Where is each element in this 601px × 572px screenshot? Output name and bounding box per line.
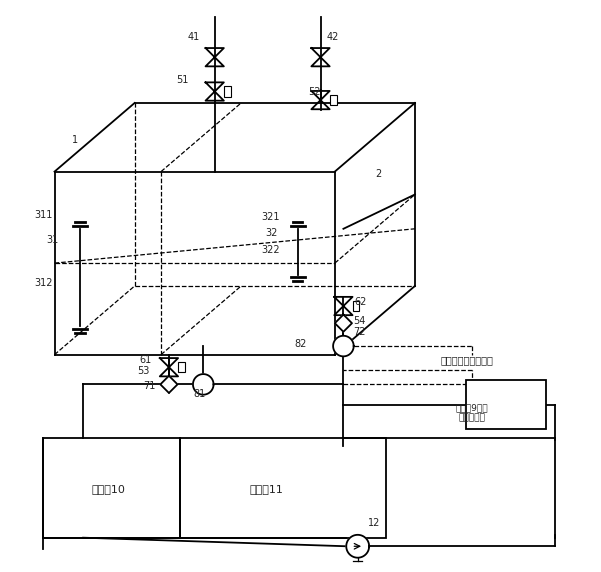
Text: 54: 54: [353, 316, 365, 327]
Text: 42: 42: [326, 32, 338, 42]
Text: 52: 52: [308, 86, 320, 97]
Text: 312: 312: [34, 278, 53, 288]
Text: 32: 32: [265, 228, 278, 238]
Bar: [43, 438, 386, 538]
Text: 72: 72: [353, 327, 365, 337]
Text: 净液箱10: 净液箱10: [92, 484, 126, 494]
Text: 31: 31: [46, 235, 58, 245]
Text: 41: 41: [188, 32, 200, 42]
Bar: [330, 95, 337, 105]
Polygon shape: [160, 376, 177, 393]
Polygon shape: [193, 374, 213, 395]
Text: 322: 322: [261, 245, 280, 255]
Polygon shape: [333, 336, 354, 356]
Text: 污液箱11: 污液箱11: [249, 484, 283, 494]
Bar: [353, 301, 359, 311]
Text: 过滤机9（平
床或板式）: 过滤机9（平 床或板式）: [456, 403, 489, 423]
Text: 51: 51: [176, 75, 188, 85]
Bar: [178, 362, 185, 372]
Text: 53: 53: [138, 366, 150, 376]
Bar: [466, 380, 546, 429]
Text: 82: 82: [294, 339, 307, 349]
Polygon shape: [346, 535, 369, 558]
Text: 2: 2: [375, 169, 381, 180]
Text: 操作台自动控制流量: 操作台自动控制流量: [441, 355, 493, 366]
Text: 1: 1: [72, 135, 78, 145]
Text: 321: 321: [261, 212, 280, 223]
Text: 62: 62: [355, 297, 367, 307]
Text: 61: 61: [139, 355, 151, 366]
Text: 12: 12: [368, 518, 380, 529]
Text: 311: 311: [34, 209, 53, 220]
Text: 71: 71: [143, 381, 156, 391]
Bar: [224, 86, 231, 97]
Polygon shape: [335, 315, 352, 332]
Text: 81: 81: [193, 388, 205, 399]
